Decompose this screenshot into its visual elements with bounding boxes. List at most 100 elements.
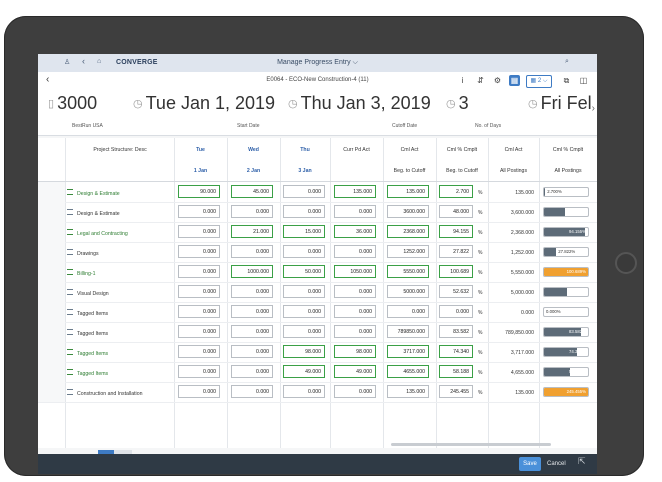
row-selector[interactable]	[38, 322, 65, 342]
thu-input[interactable]: 0.000	[283, 325, 325, 338]
tue-input[interactable]: 0.000	[178, 285, 220, 298]
cml-pct-input[interactable]: 58.188	[439, 365, 473, 378]
curr-pd-input[interactable]: 49.000	[334, 365, 376, 378]
tue-input[interactable]: 0.000	[178, 305, 220, 318]
cml-pct-input[interactable]: 83.582	[439, 325, 473, 338]
row-desc[interactable]: Billing-1	[67, 269, 95, 277]
row-desc[interactable]: Drawings	[67, 249, 99, 257]
copy-icon[interactable]: ⧉	[563, 76, 570, 85]
tue-input[interactable]: 0.000	[178, 365, 220, 378]
cml-pct-input[interactable]: 27.822	[439, 245, 473, 258]
row-selector[interactable]	[38, 282, 65, 302]
tue-input[interactable]: 90.000	[178, 185, 220, 198]
settings-icon[interactable]: ⚙	[493, 76, 502, 85]
cml-pct-input[interactable]: 74.340	[439, 345, 473, 358]
row-selector[interactable]	[38, 362, 65, 382]
horizontal-scrollbar[interactable]	[391, 443, 551, 446]
curr-pd-input[interactable]: 0.000	[334, 245, 376, 258]
col-header-cml-act-all[interactable]: Cml Act	[504, 147, 523, 153]
wed-input[interactable]: 45.000	[231, 185, 273, 198]
table-row[interactable]: Tagged Items 0.000 0.000 0.000 0.000 0.000 0.0…	[38, 302, 597, 323]
wed-input[interactable]: 0.000	[231, 285, 273, 298]
col-header-tue[interactable]: Tue	[196, 147, 205, 153]
cml-act-input[interactable]: 0.000	[387, 305, 429, 318]
wed-input[interactable]: 0.000	[231, 245, 273, 258]
thu-input[interactable]: 0.000	[283, 205, 325, 218]
tue-input[interactable]: 0.000	[178, 225, 220, 238]
curr-pd-input[interactable]: 0.000	[334, 385, 376, 398]
cml-act-input[interactable]: 5550.000	[387, 265, 429, 278]
chevron-right-icon[interactable]: ›	[591, 103, 595, 114]
row-selector[interactable]	[38, 242, 65, 262]
table-row[interactable]: Billing-1 0.000 1000.000 50.000 1050.000 5550…	[38, 262, 597, 283]
cml-pct-input[interactable]: 52.632	[439, 285, 473, 298]
table-row[interactable]: Drawings 0.000 0.000 0.000 0.000 1252.000 27.8…	[38, 242, 597, 263]
tue-input[interactable]: 0.000	[178, 325, 220, 338]
thu-input[interactable]: 15.000	[283, 225, 325, 238]
cml-act-input[interactable]: 5000.000	[387, 285, 429, 298]
cml-act-input[interactable]: 4655.000	[387, 365, 429, 378]
row-desc[interactable]: Tagged Items	[67, 329, 108, 337]
cml-act-input[interactable]: 2368.000	[387, 225, 429, 238]
user-icon[interactable]: ♙	[64, 59, 71, 66]
cml-pct-input[interactable]: 100.689	[439, 265, 473, 278]
table-row[interactable]: Tagged Items 0.000 0.000 0.000 0.000 789850.0…	[38, 322, 597, 343]
row-desc[interactable]: Design & Estimate	[67, 189, 120, 197]
col-header-cml-act[interactable]: Cml Act	[400, 147, 419, 153]
wed-input[interactable]: 21.000	[231, 225, 273, 238]
cml-pct-input[interactable]: 245.455	[439, 385, 473, 398]
table-row[interactable]: Design & Estimate 0.000 0.000 0.000 0.000 360…	[38, 202, 597, 223]
layout-icon[interactable]: ◫	[579, 76, 588, 85]
table-row[interactable]: Visual Design 0.000 0.000 0.000 0.000 5000.00…	[38, 282, 597, 303]
wed-input[interactable]: 0.000	[231, 365, 273, 378]
thu-input[interactable]: 49.000	[283, 365, 325, 378]
back-icon[interactable]: ‹	[46, 74, 50, 85]
row-selector[interactable]	[38, 262, 65, 282]
row-desc[interactable]: Tagged Items	[67, 309, 108, 317]
wed-input[interactable]: 0.000	[231, 325, 273, 338]
curr-pd-input[interactable]: 0.000	[334, 325, 376, 338]
tue-input[interactable]: 0.000	[178, 245, 220, 258]
tue-input[interactable]: 0.000	[178, 385, 220, 398]
cml-act-input[interactable]: 3717.000	[387, 345, 429, 358]
thu-input[interactable]: 98.000	[283, 345, 325, 358]
cml-pct-input[interactable]: 0.000	[439, 305, 473, 318]
thu-input[interactable]: 0.000	[283, 185, 325, 198]
row-desc[interactable]: Tagged Items	[67, 369, 108, 377]
tue-input[interactable]: 0.000	[178, 205, 220, 218]
curr-pd-input[interactable]: 36.000	[334, 225, 376, 238]
row-desc[interactable]: Design & Estimate	[67, 209, 120, 217]
thu-input[interactable]: 0.000	[283, 285, 325, 298]
tue-input[interactable]: 0.000	[178, 345, 220, 358]
cml-act-input[interactable]: 3600.000	[387, 205, 429, 218]
tue-input[interactable]: 0.000	[178, 265, 220, 278]
search-icon[interactable]: ⌕	[565, 58, 569, 65]
row-selector[interactable]	[38, 302, 65, 322]
table-row[interactable]: Tagged Items 0.000 0.000 98.000 98.000 3717.0…	[38, 342, 597, 363]
curr-pd-input[interactable]: 0.000	[334, 285, 376, 298]
info-icon[interactable]: i	[461, 76, 464, 85]
filter-icon[interactable]: ⇵	[477, 76, 484, 85]
cml-act-input[interactable]: 135.000	[387, 185, 429, 198]
save-button[interactable]: Save	[519, 457, 541, 471]
row-selector[interactable]	[38, 382, 65, 402]
curr-pd-input[interactable]: 0.000	[334, 205, 376, 218]
row-selector[interactable]	[38, 202, 65, 222]
home-icon[interactable]: ⌂	[97, 58, 102, 65]
cml-act-input[interactable]: 135.000	[387, 385, 429, 398]
thu-input[interactable]: 0.000	[283, 245, 325, 258]
cml-pct-input[interactable]: 48.000	[439, 205, 473, 218]
curr-pd-input[interactable]: 98.000	[334, 345, 376, 358]
share-icon[interactable]: ⇱	[578, 456, 586, 466]
row-selector[interactable]	[38, 222, 65, 242]
wed-input[interactable]: 0.000	[231, 305, 273, 318]
thu-input[interactable]: 50.000	[283, 265, 325, 278]
wed-input[interactable]: 1000.000	[231, 265, 273, 278]
curr-pd-input[interactable]: 1050.000	[334, 265, 376, 278]
col-header-cml-pct[interactable]: Cml % Cmplt	[446, 147, 478, 153]
curr-pd-input[interactable]: 0.000	[334, 305, 376, 318]
table-row[interactable]: Construction and Installation 0.000 0.000 0…	[38, 382, 597, 403]
wed-input[interactable]: 0.000	[231, 205, 273, 218]
row-desc[interactable]: Construction and Installation	[67, 389, 142, 397]
col-header-desc[interactable]: Project Structure: Desc	[93, 147, 147, 153]
